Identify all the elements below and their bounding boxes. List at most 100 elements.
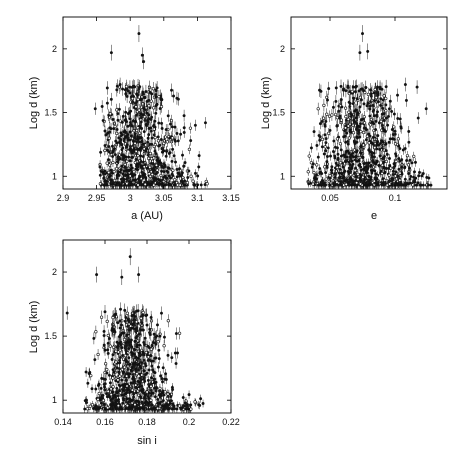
data-point [416,116,420,120]
data-point [339,183,343,187]
data-point [333,175,337,179]
data-point [400,165,404,169]
data-point [336,156,340,160]
data-point [130,388,135,392]
data-point [348,101,352,105]
data-point [396,137,400,141]
data-point [417,174,421,178]
data-point [152,178,156,182]
data-point [166,114,170,118]
panel-e: 0.05 0.1 1 1.5 2 e Log d (km) [260,16,448,222]
data-point [355,181,359,185]
data-point [182,164,186,168]
data-point [135,345,139,349]
data-point [111,385,115,389]
data-point [168,399,172,403]
data-point [127,155,131,159]
data-point [381,106,385,110]
data-point [128,130,132,134]
data-point [188,126,193,130]
data-point [142,343,146,347]
data-point [355,97,359,101]
data-point [372,108,376,112]
data-point [309,146,313,150]
data-point [347,151,351,155]
data-point [123,118,127,122]
data-point [181,396,185,400]
data-points [65,248,205,413]
data-point [125,143,129,147]
plot-frame [62,16,232,190]
data-point [320,137,325,141]
y-tick-label: 1 [280,171,285,181]
data-point [116,118,120,122]
data-point [152,183,156,187]
data-point [152,381,156,385]
data-point [137,108,141,112]
data-point [175,407,179,411]
data-point [146,140,150,144]
data-point [148,142,152,146]
data-point [388,182,392,186]
data-point [115,127,119,131]
data-point [369,88,373,92]
data-point [111,376,115,380]
data-point [393,174,397,178]
data-point [140,139,144,143]
data-point [307,154,311,158]
data-point [380,163,384,167]
data-point [347,136,351,140]
data-point [399,126,403,130]
data-point [398,178,402,182]
data-point [361,117,365,121]
data-point [132,392,136,396]
data-point [353,142,357,146]
data-point [346,170,350,174]
data-point [327,87,331,91]
data-point [403,83,407,87]
data-point [388,137,392,141]
data-point [408,166,412,170]
data-point [424,107,428,111]
data-point [143,163,147,167]
data-point [196,174,200,178]
data-point [178,167,182,171]
data-point [138,175,142,179]
data-point [92,336,96,340]
data-point [88,371,92,375]
data-point [182,126,186,130]
data-point [133,379,137,383]
data-point [162,344,166,348]
data-point [144,176,148,180]
data-point [159,182,163,186]
data-point [133,132,137,136]
data-point [103,169,107,173]
data-point [103,129,107,133]
data-point [384,159,388,164]
data-point [346,139,350,143]
data-point [414,176,418,180]
data-point [103,348,107,352]
data-point [391,169,395,173]
data-point [358,51,362,55]
data-point [335,116,339,120]
data-point [141,90,145,94]
data-point [140,53,144,57]
data-point [131,375,135,379]
data-point [319,183,323,187]
data-point [396,182,400,186]
data-point [382,160,386,164]
data-point [156,365,160,369]
data-point [365,168,369,172]
data-point [358,135,362,139]
data-point [124,316,128,320]
data-point [135,309,139,313]
data-point [173,178,177,182]
data-point [161,165,165,169]
data-point [321,116,326,120]
data-point [115,131,119,135]
data-point [125,333,129,337]
data-point [147,368,151,372]
data-point [184,407,188,411]
data-point [385,116,389,120]
